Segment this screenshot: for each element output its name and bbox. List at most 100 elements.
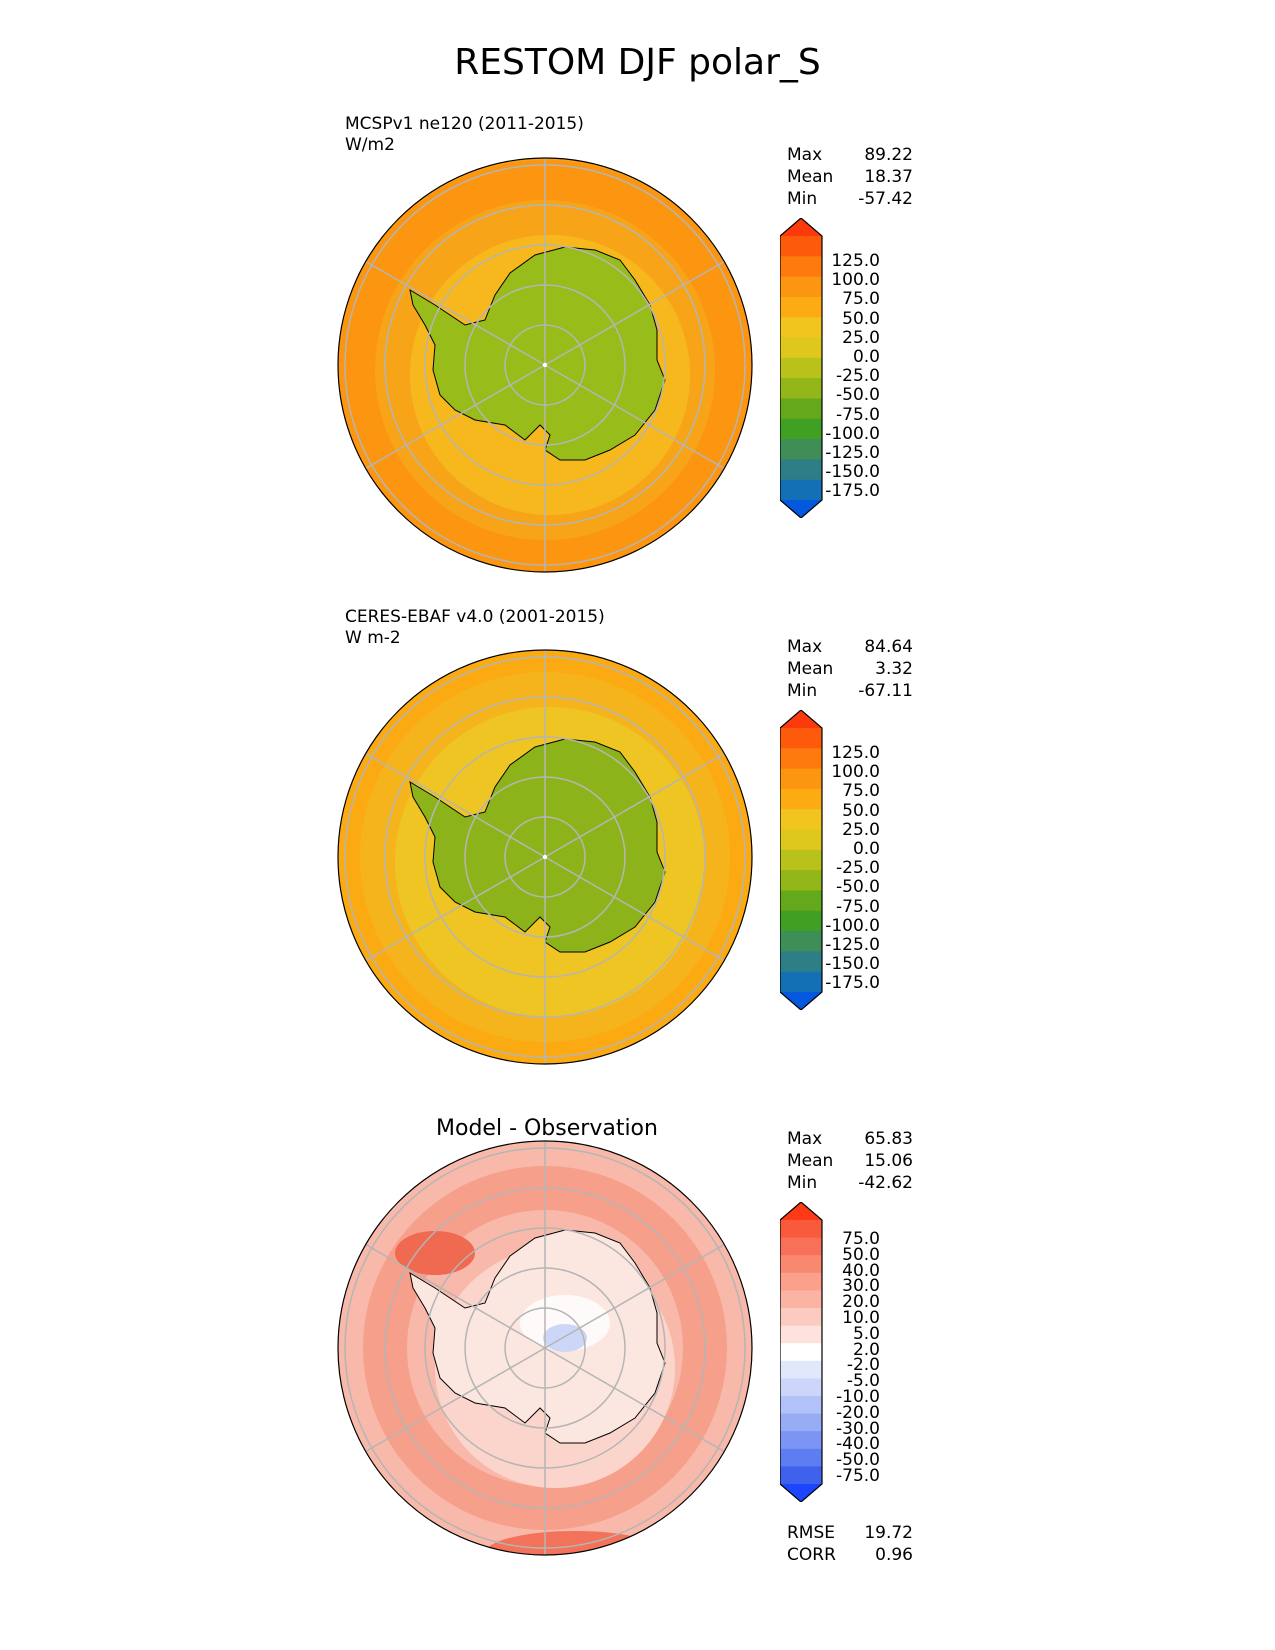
stat-max: Max 89.22: [787, 144, 913, 166]
colorbar-swatch: [780, 1255, 822, 1274]
metric-label: RMSE: [787, 1523, 836, 1543]
colorbar-tick-label: 50.0: [842, 308, 880, 329]
colorbar-swatch: [780, 398, 822, 420]
stat-min: Min -42.62: [787, 1172, 913, 1194]
colorbar-swatch: [780, 1413, 822, 1432]
colorbar-tick-label: -10.0: [836, 1387, 880, 1407]
metric-value: 0.96: [875, 1545, 913, 1565]
longitude-gridline: [365, 1347, 546, 1453]
colorbar-swatch: [780, 890, 822, 912]
colorbar-tick-label: 2.0: [852, 1339, 880, 1360]
colorbar-swatch: [780, 459, 822, 481]
colorbar-swatch: [780, 768, 822, 790]
colorbar-tick-label: -5.0: [846, 1371, 880, 1392]
field-band: [543, 1324, 587, 1352]
stat-label: Min: [787, 1173, 818, 1193]
stat-label: Mean: [787, 167, 834, 187]
colorbar-tick-label: 40.0: [842, 1260, 880, 1281]
stat-value: 89.22: [864, 145, 913, 165]
stat-value: 3.32: [875, 659, 913, 679]
colorbar-swatch: [780, 748, 822, 770]
pole-marker: [542, 854, 548, 860]
stat-max: Max 84.64: [787, 636, 913, 658]
colorbar-swatch: [780, 1378, 822, 1397]
colorbar-tick-label: 5.0: [852, 1323, 880, 1344]
colorbar-tick-label: 50.0: [842, 1244, 880, 1265]
colorbar-swatch: [780, 1290, 822, 1309]
metrics-diff: RMSE 19.72 CORR 0.96: [787, 1522, 913, 1566]
colorbar-tick-label: 50.0: [842, 800, 880, 821]
colorbar-tick-label: 25.0: [842, 327, 880, 348]
stat-mean: Mean 15.06: [787, 1150, 913, 1172]
panel-obs-units: W m-2: [345, 628, 401, 648]
stat-label: Max: [787, 1129, 823, 1149]
colorbar-tick-label: 30.0: [842, 1276, 880, 1297]
colorbar-tick-label: -2.0: [846, 1355, 880, 1376]
panel-diff-title: Model - Observation: [436, 1116, 658, 1141]
colorbar-swatch: [780, 829, 822, 851]
colorbar-swatch: [780, 1343, 822, 1362]
colorbar-swatch: [780, 337, 822, 359]
colorbar-swatch: [780, 910, 822, 932]
metric-value: 19.72: [864, 1523, 913, 1543]
colorbar-swatch: [780, 296, 822, 318]
longitude-gridline: [544, 260, 725, 366]
panel-obs-label: CERES-EBAF v4.0 (2001-2015) W m-2: [345, 607, 605, 649]
stats-diff: Max 65.83 Mean 15.06 Min -42.62: [787, 1128, 913, 1194]
stat-max: Max 65.83: [787, 1128, 913, 1150]
colorbar-swatch: [780, 1272, 822, 1291]
panel-obs-name: CERES-EBAF v4.0 (2001-2015): [345, 607, 605, 627]
colorbar-tick-label: -125.0: [825, 443, 880, 463]
colorbar-tick-label: 0.0: [852, 347, 880, 367]
panel-model-name: MCSPv1 ne120 (2011-2015): [345, 114, 584, 134]
map-diff: [337, 1140, 753, 1556]
longitude-gridline: [544, 856, 725, 962]
longitude-gridline: [544, 752, 725, 858]
colorbar-tick-label: -75.0: [836, 1466, 880, 1486]
colorbar-tick-label: -150.0: [825, 462, 880, 483]
colorbar-swatch: [780, 1308, 822, 1327]
colorbar-tick-label: -30.0: [836, 1418, 880, 1439]
metric-label: CORR: [787, 1545, 836, 1565]
colorbar-swatch: [780, 971, 822, 993]
colorbar-swatch: [780, 1466, 822, 1485]
longitude-gridline: [365, 752, 546, 858]
longitude-gridline: [365, 856, 546, 962]
colorbar-tick-label: 100.0: [831, 270, 880, 291]
stat-mean: Mean 3.32: [787, 658, 913, 680]
longitude-gridline: [544, 1347, 725, 1453]
colorbar-tick-label: -175.0: [825, 973, 880, 994]
colorbar-diff: [780, 1202, 823, 1502]
colorbar-swatch: [780, 1325, 822, 1344]
colorbar-extend-max: [780, 218, 822, 236]
colorbar-tick-label: -100.0: [825, 423, 880, 444]
colorbar-swatch: [780, 256, 822, 278]
stat-mean: Mean 18.37: [787, 166, 913, 188]
colorbar-extend-max: [780, 710, 822, 728]
field-band: [520, 1295, 610, 1351]
colorbar-tick-label: 10.0: [842, 1308, 880, 1328]
stats-obs: Max 84.64 Mean 3.32 Min -67.11: [787, 636, 913, 702]
colorbar-swatch: [780, 1396, 822, 1415]
stat-value: -57.42: [858, 189, 913, 209]
stat-label: Max: [787, 637, 823, 657]
stat-value: 18.37: [864, 167, 913, 187]
panel-model-units: W/m2: [345, 135, 395, 155]
figure-title: RESTOM DJF polar_S: [454, 42, 821, 83]
colorbar-swatch: [780, 1360, 822, 1379]
colorbar-swatch: [780, 418, 822, 440]
colorbar-swatch: [780, 378, 822, 399]
stat-value: -42.62: [858, 1173, 913, 1193]
colorbar-outline: [780, 1202, 823, 1502]
colorbar-tick-label: -25.0: [836, 366, 880, 387]
colorbar-extend-min: [780, 500, 822, 518]
longitude-gridline: [365, 260, 546, 366]
colorbar-outline: [780, 218, 823, 518]
colorbar-swatch: [780, 276, 822, 298]
metric-corr: CORR 0.96: [787, 1544, 913, 1566]
colorbar-tick-label: -150.0: [825, 954, 880, 975]
colorbar-outline: [780, 710, 823, 1010]
colorbar-swatch: [780, 357, 822, 379]
colorbar-tick-label: -50.0: [836, 1450, 880, 1471]
colorbar-swatch: [780, 1237, 822, 1256]
